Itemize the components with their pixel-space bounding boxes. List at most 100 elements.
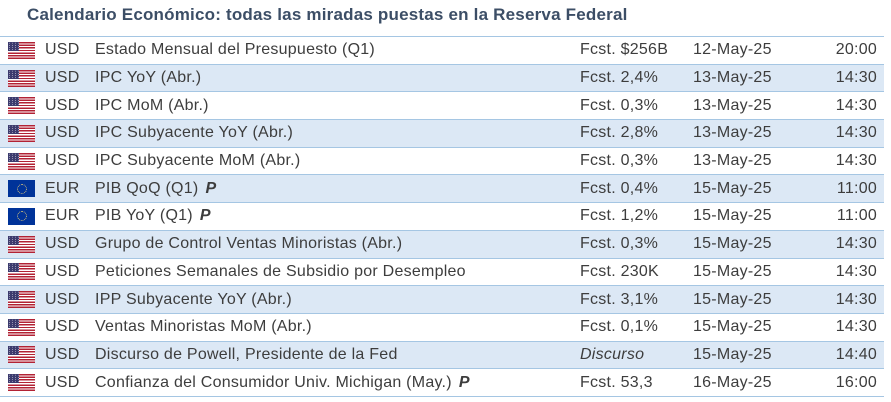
us-flag-icon: [8, 97, 35, 115]
event-cell: IPC Subyacente YoY (Abr.): [95, 124, 580, 142]
table-row: USD IPC Subyacente MoM (Abr.) Fcst. 0,3%…: [0, 146, 884, 175]
event-cell: IPC YoY (Abr.): [95, 69, 580, 87]
event-cell: PIB QoQ (Q1) P: [95, 180, 580, 198]
event-date: 15-May-25: [693, 179, 772, 197]
us-flag-icon: [8, 263, 35, 281]
event-time: 14:30: [835, 152, 877, 170]
event-time: 14:40: [835, 345, 877, 363]
event-name: IPP Subyacente YoY (Abr.): [95, 290, 292, 308]
event-name: IPC MoM (Abr.): [95, 96, 209, 114]
currency-code: USD: [45, 235, 80, 253]
event-cell: PIB YoY (Q1) P: [95, 207, 580, 225]
event-cell: Grupo de Control Ventas Minoristas (Abr.…: [95, 235, 580, 253]
forecast-value: Fcst. 1,2%: [580, 207, 659, 225]
event-date: 15-May-25: [693, 207, 772, 225]
event-name: IPC Subyacente MoM (Abr.): [95, 152, 301, 170]
event-time: 16:00: [835, 373, 877, 391]
currency-code: USD: [45, 345, 80, 363]
event-date: 15-May-25: [693, 235, 772, 253]
event-time: 11:00: [836, 179, 877, 197]
table-row: EUR PIB YoY (Q1) P Fcst. 1,2% 15-May-25 1…: [0, 202, 884, 230]
economic-calendar-table: USD Estado Mensual del Presupuesto (Q1) …: [0, 36, 884, 397]
currency-code: USD: [45, 152, 80, 170]
flag-cell: [0, 207, 45, 225]
flag-cell: [0, 346, 45, 364]
event-name: Grupo de Control Ventas Minoristas (Abr.…: [95, 235, 403, 253]
event-name: PIB QoQ (Q1): [95, 179, 199, 197]
us-flag-icon: [8, 124, 35, 142]
event-time: 11:00: [836, 207, 877, 225]
event-time: 14:30: [835, 318, 877, 336]
forecast-value: Discurso: [580, 345, 645, 363]
event-date: 15-May-25: [693, 290, 772, 308]
event-name: PIB YoY (Q1): [95, 207, 193, 225]
us-flag-icon: [8, 291, 35, 309]
event-cell: Confianza del Consumidor Univ. Michigan …: [95, 374, 580, 392]
table-row: EUR PIB QoQ (Q1) P Fcst. 0,4% 15-May-25 1…: [0, 174, 884, 203]
forecast-value: Fcst. 0,3%: [580, 235, 659, 253]
us-flag-icon: [8, 374, 35, 392]
flag-cell: [0, 263, 45, 281]
currency-code: USD: [45, 96, 80, 114]
flag-cell: [0, 152, 45, 170]
event-cell: Estado Mensual del Presupuesto (Q1): [95, 41, 580, 59]
currency-code: USD: [45, 262, 80, 280]
event-name: Confianza del Consumidor Univ. Michigan …: [95, 373, 452, 391]
currency-code: USD: [45, 41, 80, 59]
flag-cell: [0, 318, 45, 336]
event-time: 14:30: [835, 262, 877, 280]
event-cell: IPP Subyacente YoY (Abr.): [95, 291, 580, 309]
page-title: Calendario Económico: todas las miradas …: [27, 5, 628, 24]
event-date: 15-May-25: [693, 318, 772, 336]
us-flag-icon: [8, 346, 35, 364]
event-cell: IPC MoM (Abr.): [95, 97, 580, 115]
currency-code: USD: [45, 318, 80, 336]
event-date: 13-May-25: [693, 152, 772, 170]
us-flag-icon: [8, 69, 35, 87]
table-row: USD IPC MoM (Abr.) Fcst. 0,3% 13-May-25 …: [0, 91, 884, 120]
event-date: 15-May-25: [693, 262, 772, 280]
event-time: 14:30: [835, 96, 877, 114]
event-date: 16-May-25: [693, 373, 772, 391]
eu-flag-icon: [8, 207, 35, 225]
forecast-value: Fcst. 0,4%: [580, 179, 659, 197]
currency-code: USD: [45, 124, 80, 142]
us-flag-icon: [8, 152, 35, 170]
event-time: 14:30: [835, 290, 877, 308]
event-name: Discurso de Powell, Presidente de la Fed: [95, 345, 398, 363]
table-row: USD Peticiones Semanales de Subsidio por…: [0, 257, 884, 286]
forecast-value: Fcst. 0,1%: [580, 318, 659, 336]
forecast-value: Fcst. 0,3%: [580, 152, 659, 170]
flag-cell: [0, 235, 45, 253]
table-row: USD Confianza del Consumidor Univ. Michi…: [0, 368, 884, 396]
event-name: IPC YoY (Abr.): [95, 69, 202, 87]
table-row: USD IPC YoY (Abr.) Fcst. 2,4% 13-May-25 …: [0, 63, 884, 92]
currency-code: USD: [45, 69, 80, 87]
eu-flag-icon: [8, 180, 35, 198]
flag-cell: [0, 124, 45, 142]
event-time: 14:30: [835, 124, 877, 142]
flag-cell: [0, 291, 45, 309]
forecast-value: Fcst. 53,3: [580, 373, 653, 391]
event-date: 13-May-25: [693, 96, 772, 114]
event-cell: Discurso de Powell, Presidente de la Fed: [95, 346, 580, 364]
flag-cell: [0, 374, 45, 392]
forecast-value: Fcst. $256B: [580, 41, 669, 59]
event-name: IPC Subyacente YoY (Abr.): [95, 124, 294, 142]
preliminary-flag: P: [458, 373, 470, 391]
event-date: 12-May-25: [693, 41, 772, 59]
event-time: 20:00: [835, 41, 877, 59]
currency-code: USD: [45, 290, 80, 308]
flag-cell: [0, 69, 45, 87]
preliminary-flag: P: [199, 207, 211, 225]
forecast-value: Fcst. 230K: [580, 262, 659, 280]
table-row: USD Ventas Minoristas MoM (Abr.) Fcst. 0…: [0, 312, 884, 341]
forecast-value: Fcst. 3,1%: [580, 290, 659, 308]
us-flag-icon: [8, 235, 35, 253]
preliminary-flag: P: [205, 179, 217, 197]
event-date: 15-May-25: [693, 345, 772, 363]
us-flag-icon: [8, 318, 35, 336]
event-time: 14:30: [835, 69, 877, 87]
event-name: Estado Mensual del Presupuesto (Q1): [95, 41, 376, 59]
